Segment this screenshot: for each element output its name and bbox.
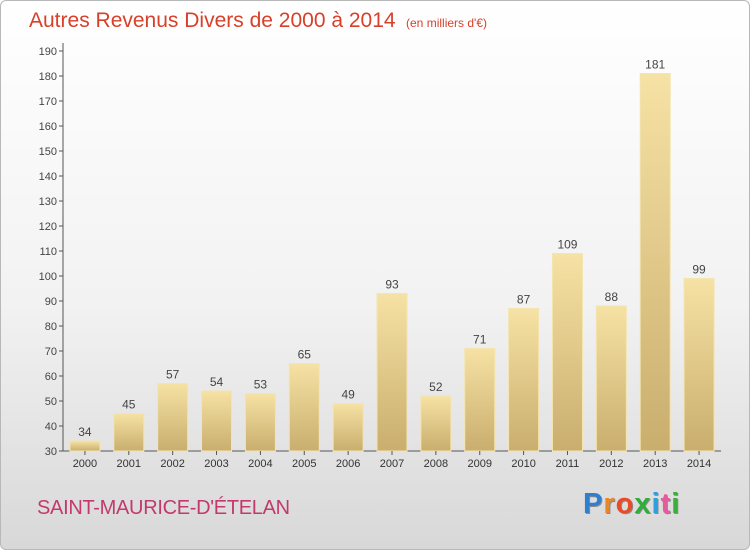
bar — [683, 278, 715, 452]
logo-letter: i — [671, 488, 681, 520]
bar — [376, 293, 408, 452]
y-tick-label: 130 — [39, 196, 57, 208]
logo-letter: i — [651, 488, 661, 520]
data-label: 45 — [122, 398, 136, 412]
x-tick-label: 2010 — [511, 458, 535, 470]
x-tick-label: 2000 — [73, 458, 97, 470]
logo-letter: o — [615, 488, 635, 520]
logo-letter: r — [603, 488, 616, 520]
logo-letter: t — [660, 488, 672, 520]
chart-title-block: Autres Revenus Divers de 2000 à 2014 (en… — [29, 9, 487, 33]
y-tick-label: 80 — [45, 321, 57, 333]
y-tick-label: 140 — [39, 171, 57, 183]
bar — [464, 348, 496, 452]
x-tick-label: 2006 — [336, 458, 360, 470]
x-tick-label: 2008 — [424, 458, 448, 470]
data-label: 88 — [605, 290, 619, 304]
x-tick-label: 2012 — [599, 458, 623, 470]
bar — [551, 253, 583, 452]
y-tick-label: 170 — [39, 96, 57, 108]
x-tick-label: 2003 — [204, 458, 228, 470]
y-tick-label: 50 — [45, 396, 57, 408]
y-tick-label: 160 — [39, 121, 57, 133]
data-label: 52 — [429, 380, 443, 394]
x-tick-label: 2011 — [556, 458, 580, 470]
x-tick-label: 2013 — [643, 458, 667, 470]
x-tick-label: 2009 — [467, 458, 491, 470]
logo-letter: P — [583, 488, 604, 520]
bar — [332, 403, 364, 452]
data-label: 57 — [166, 368, 180, 382]
bar — [244, 393, 276, 452]
y-tick-label: 60 — [45, 371, 57, 383]
proxiti-logo: Proxiti — [583, 488, 680, 521]
bar — [69, 440, 101, 452]
data-label: 34 — [78, 425, 92, 439]
bar — [420, 395, 452, 452]
data-label: 54 — [210, 375, 224, 389]
commune-name: SAINT-MAURICE-D'ÉTELAN — [37, 497, 290, 519]
y-tick-label: 110 — [39, 246, 57, 258]
x-tick-label: 2001 — [117, 458, 141, 470]
chart-unit: (en milliers d'€) — [406, 16, 487, 30]
y-tick-label: 180 — [39, 71, 57, 83]
y-tick-label: 150 — [39, 146, 57, 158]
data-label: 93 — [385, 278, 399, 292]
bar — [288, 363, 320, 452]
y-tick-label: 30 — [45, 446, 57, 458]
data-label: 181 — [645, 58, 665, 72]
x-tick-label: 2005 — [292, 458, 316, 470]
x-tick-label: 2002 — [160, 458, 184, 470]
x-tick-label: 2007 — [380, 458, 404, 470]
y-tick-label: 90 — [45, 296, 57, 308]
y-tick-label: 190 — [39, 46, 57, 58]
data-label: 65 — [298, 348, 312, 362]
bar — [639, 73, 671, 452]
bar — [201, 390, 233, 452]
y-tick-label: 70 — [45, 346, 57, 358]
data-label: 87 — [517, 293, 531, 307]
chart-title: Autres Revenus Divers de 2000 à 2014 — [29, 9, 396, 32]
bar — [113, 413, 145, 452]
data-label: 109 — [557, 238, 577, 252]
data-label: 49 — [341, 388, 355, 402]
data-label: 99 — [692, 263, 706, 277]
bar — [508, 308, 540, 452]
x-tick-label: 2014 — [687, 458, 711, 470]
data-label: 53 — [254, 378, 268, 392]
bar — [157, 383, 189, 452]
y-tick-label: 100 — [39, 271, 57, 283]
logo-letter: x — [634, 488, 652, 520]
y-tick-label: 120 — [39, 221, 57, 233]
x-tick-label: 2004 — [248, 458, 272, 470]
data-label: 71 — [473, 333, 487, 347]
bar — [595, 305, 627, 452]
y-tick-label: 40 — [45, 421, 57, 433]
